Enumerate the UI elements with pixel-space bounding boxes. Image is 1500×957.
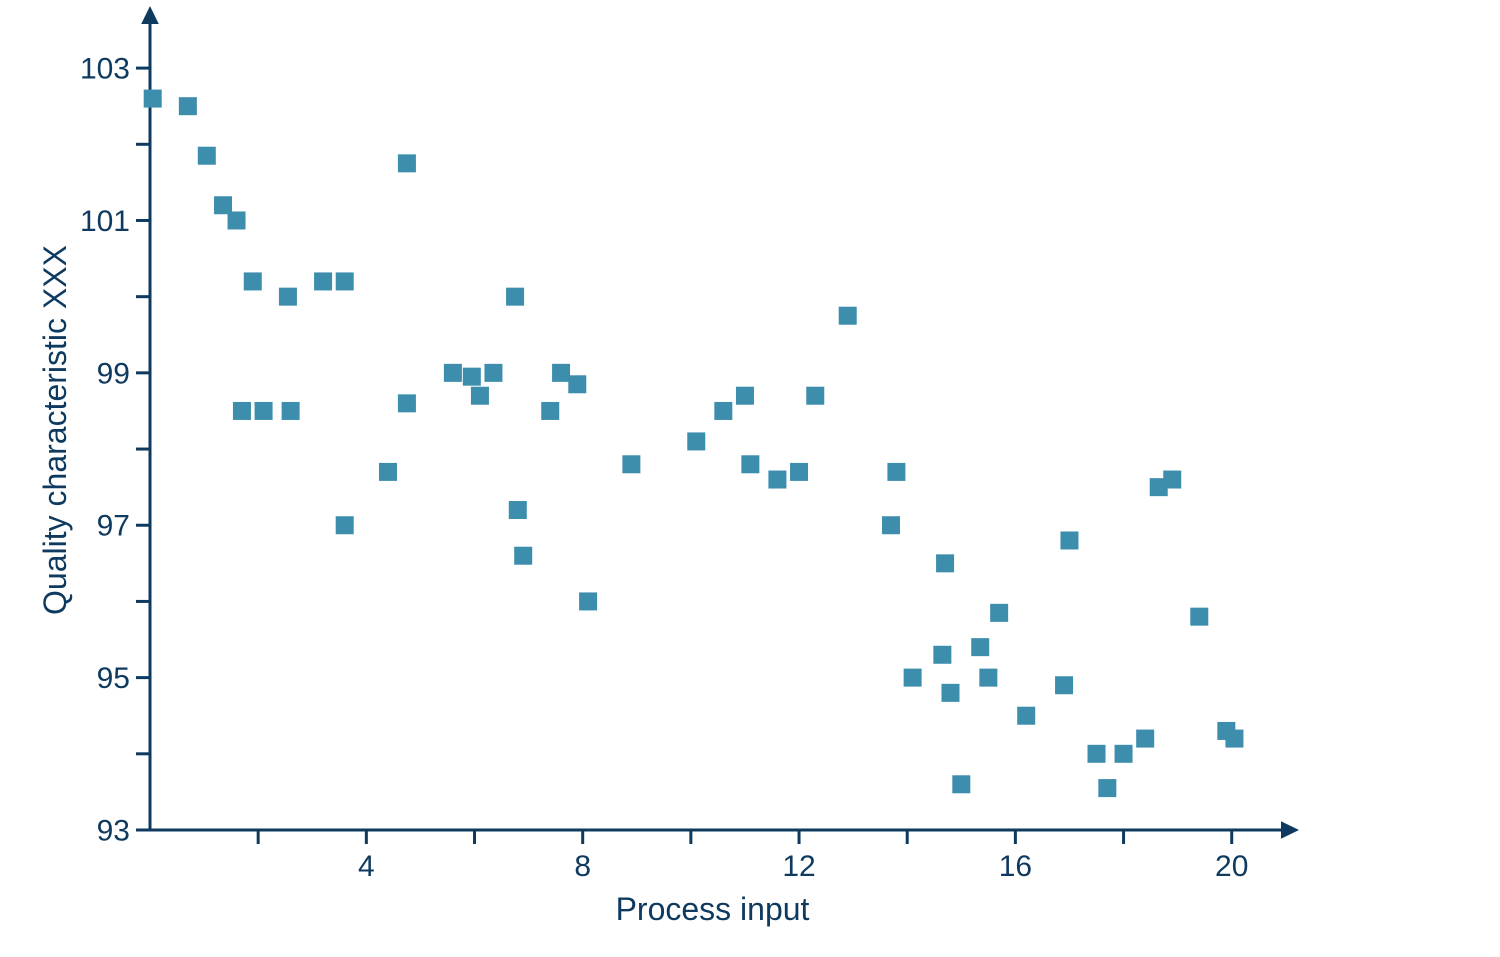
y-tick-label: 97 bbox=[97, 510, 130, 543]
data-point bbox=[1060, 531, 1078, 549]
x-tick-label: 12 bbox=[782, 850, 815, 883]
data-point bbox=[336, 516, 354, 534]
data-point bbox=[1225, 730, 1243, 748]
data-point bbox=[552, 364, 570, 382]
data-point bbox=[990, 604, 1008, 622]
data-point bbox=[198, 147, 216, 165]
data-point bbox=[714, 402, 732, 420]
x-tick-label: 8 bbox=[574, 850, 591, 883]
data-point bbox=[282, 402, 300, 420]
data-point bbox=[179, 97, 197, 115]
x-tick-label: 4 bbox=[358, 850, 375, 883]
data-point bbox=[736, 387, 754, 405]
data-point bbox=[244, 272, 262, 290]
y-axis-label: Quality characteristic XXX bbox=[37, 245, 73, 615]
y-tick-label: 95 bbox=[97, 662, 130, 695]
data-point bbox=[933, 646, 951, 664]
data-point bbox=[279, 288, 297, 306]
data-point bbox=[509, 501, 527, 519]
data-point bbox=[484, 364, 502, 382]
data-point bbox=[741, 455, 759, 473]
data-point bbox=[1190, 608, 1208, 626]
data-point bbox=[1017, 707, 1035, 725]
data-point bbox=[622, 455, 640, 473]
data-point bbox=[971, 638, 989, 656]
data-point bbox=[463, 368, 481, 386]
x-tick-label: 16 bbox=[999, 850, 1032, 883]
y-tick-label: 103 bbox=[80, 53, 130, 86]
data-point bbox=[379, 463, 397, 481]
data-point bbox=[144, 90, 162, 108]
data-point bbox=[1098, 779, 1116, 797]
data-point bbox=[1088, 745, 1106, 763]
data-point bbox=[952, 775, 970, 793]
data-point bbox=[806, 387, 824, 405]
data-point bbox=[314, 272, 332, 290]
data-point bbox=[228, 211, 246, 229]
data-point bbox=[1163, 471, 1181, 489]
data-point bbox=[904, 669, 922, 687]
scatter-chart: 4 8 12 16 20 93 95 97 99 101 103 Process input Quali… bbox=[0, 0, 1500, 957]
data-point bbox=[979, 669, 997, 687]
data-point bbox=[687, 432, 705, 450]
data-point bbox=[336, 272, 354, 290]
data-point bbox=[768, 471, 786, 489]
data-point bbox=[790, 463, 808, 481]
x-axis-label: Process input bbox=[616, 891, 810, 927]
data-point bbox=[444, 364, 462, 382]
data-point bbox=[887, 463, 905, 481]
data-point bbox=[255, 402, 273, 420]
y-tick-label: 101 bbox=[80, 205, 130, 238]
chart-bg bbox=[0, 0, 1500, 957]
x-tick-label: 20 bbox=[1215, 850, 1248, 883]
data-point bbox=[568, 375, 586, 393]
y-tick-label: 93 bbox=[97, 815, 130, 848]
data-point bbox=[936, 554, 954, 572]
data-point bbox=[882, 516, 900, 534]
data-point bbox=[471, 387, 489, 405]
y-tick-label: 99 bbox=[97, 357, 130, 390]
data-point bbox=[233, 402, 251, 420]
data-point bbox=[839, 307, 857, 325]
data-point bbox=[506, 288, 524, 306]
data-point bbox=[1055, 676, 1073, 694]
data-point bbox=[398, 394, 416, 412]
data-point bbox=[1136, 730, 1154, 748]
data-point bbox=[1115, 745, 1133, 763]
data-point bbox=[941, 684, 959, 702]
chart-svg: 4 8 12 16 20 93 95 97 99 101 103 Process input Quali… bbox=[0, 0, 1500, 957]
data-point bbox=[398, 154, 416, 172]
data-point bbox=[579, 592, 597, 610]
data-point bbox=[541, 402, 559, 420]
data-point bbox=[514, 547, 532, 565]
